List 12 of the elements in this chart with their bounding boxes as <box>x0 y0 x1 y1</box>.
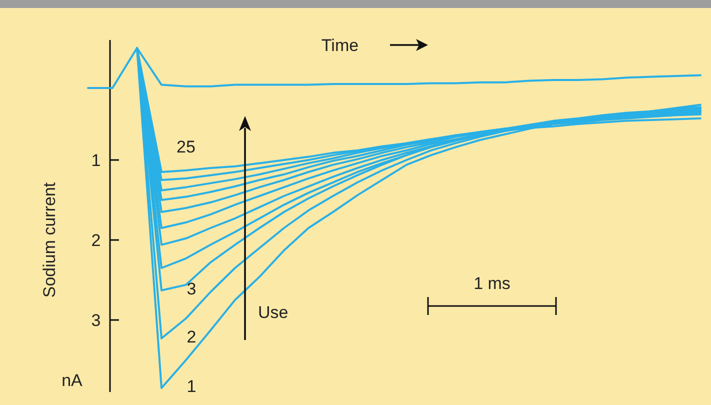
annotation: 1 <box>186 377 196 396</box>
annotation: nA <box>62 371 84 390</box>
y-tick-label: 2 <box>91 230 101 250</box>
y-tick-label: 1 <box>91 150 101 170</box>
y-tick-label: 3 <box>91 310 101 330</box>
annotation: 1 ms <box>474 274 510 293</box>
annotation: 25 <box>176 137 196 156</box>
annotation: 3 <box>186 279 196 298</box>
annotation: Use <box>258 303 288 322</box>
annotation: Time <box>321 36 359 55</box>
annotation: 2 <box>186 327 196 346</box>
y-axis-title: Sodium current <box>40 182 59 298</box>
